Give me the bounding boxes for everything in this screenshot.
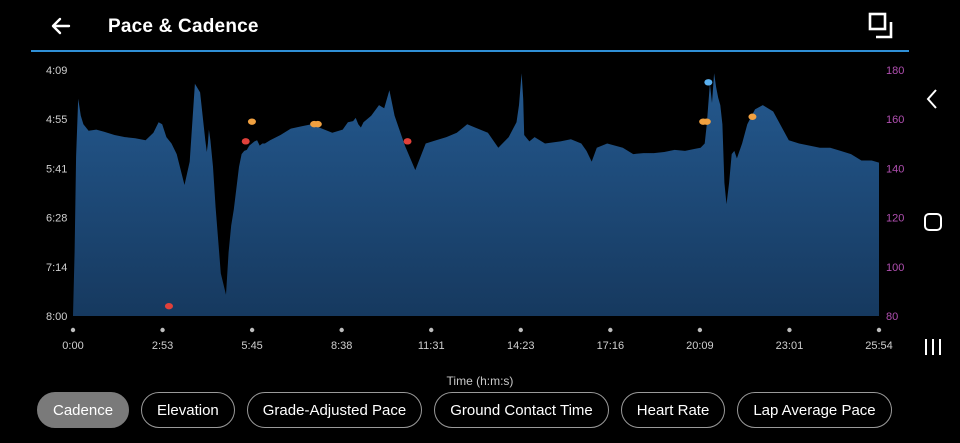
fullscreen-icon	[868, 12, 893, 39]
x-axis-tick: 17:16	[597, 340, 625, 352]
x-axis-tick-dot	[518, 327, 523, 333]
left-axis-tick: 4:09	[46, 65, 67, 77]
cadence-point	[241, 138, 250, 145]
x-axis-tick: 5:45	[241, 340, 262, 352]
x-axis-tick: 11:31	[418, 340, 445, 352]
metric-chips: Cadence Elevation Grade-Adjusted Pace Groun…	[37, 392, 892, 428]
chip-heart-rate[interactable]: Heart Rate	[620, 392, 726, 428]
x-axis-tick-dot	[249, 327, 255, 333]
x-axis-title: Time (h:m:s)	[446, 374, 514, 388]
x-axis-tick: 23:01	[776, 340, 804, 352]
chip-cadence[interactable]: Cadence	[37, 392, 130, 428]
x-axis-tick-dot	[70, 327, 76, 333]
x-axis-tick-dot	[787, 327, 792, 333]
x-axis-tick: 2:53	[152, 340, 173, 352]
left-axis-tick: 6:28	[46, 213, 67, 225]
x-axis-tick-dot	[160, 327, 165, 333]
x-axis-tick-dot	[608, 327, 613, 333]
right-axis-tick: 120	[886, 213, 904, 225]
x-axis-tick: 14:23	[507, 340, 535, 352]
cadence-point	[748, 113, 757, 120]
chevron-left-icon[interactable]	[918, 86, 948, 112]
right-axis-tick: 100	[886, 262, 904, 274]
pace-cadence-chart[interactable]: 4:09 4:55 5:41 6:28 7:14 8:00 180 160 140 120 100 8…	[0, 52, 918, 372]
x-axis-tick-dot	[429, 327, 434, 333]
back-button[interactable]	[46, 11, 76, 41]
right-axis-tick: 140	[886, 163, 904, 175]
left-axis-tick: 4:55	[46, 114, 67, 126]
cadence-point	[702, 118, 711, 125]
right-axis-tick: 160	[886, 114, 904, 126]
cadence-point	[164, 302, 173, 310]
recents-icon[interactable]	[918, 334, 948, 360]
header-divider	[31, 50, 909, 52]
chip-elevation[interactable]: Elevation	[141, 392, 235, 428]
home-square-icon[interactable]	[918, 209, 948, 235]
left-axis-tick: 5:41	[46, 163, 67, 175]
x-axis-tick-dot	[876, 327, 882, 333]
left-axis-tick: 7:14	[46, 262, 67, 274]
chip-ground-contact-time[interactable]: Ground Contact Time	[434, 392, 609, 428]
top-bar: Pace & Cadence	[0, 0, 910, 52]
right-axis-tick: 180	[886, 65, 904, 77]
cadence-point	[247, 118, 256, 125]
x-axis-tick: 0:00	[62, 340, 83, 352]
cadence-point	[704, 79, 713, 86]
x-axis-tick: 25:54	[865, 340, 893, 352]
x-axis-tick-dot	[339, 327, 344, 333]
cadence-point	[313, 120, 322, 128]
fullscreen-button[interactable]	[866, 11, 898, 43]
system-navigation	[918, 0, 960, 443]
cadence-point	[403, 138, 412, 145]
x-axis-tick: 20:09	[686, 340, 714, 352]
left-axis-tick: 8:00	[46, 311, 67, 323]
right-axis-tick: 80	[886, 311, 898, 323]
chip-lap-average-pace[interactable]: Lap Average Pace	[737, 392, 892, 428]
arrow-left-icon	[51, 17, 71, 35]
page-title: Pace & Cadence	[108, 16, 259, 37]
x-axis-tick-dot	[697, 327, 703, 333]
x-axis-tick: 8:38	[331, 340, 352, 352]
pace-area	[73, 73, 879, 316]
chip-grade-adjusted-pace[interactable]: Grade-Adjusted Pace	[246, 392, 423, 428]
